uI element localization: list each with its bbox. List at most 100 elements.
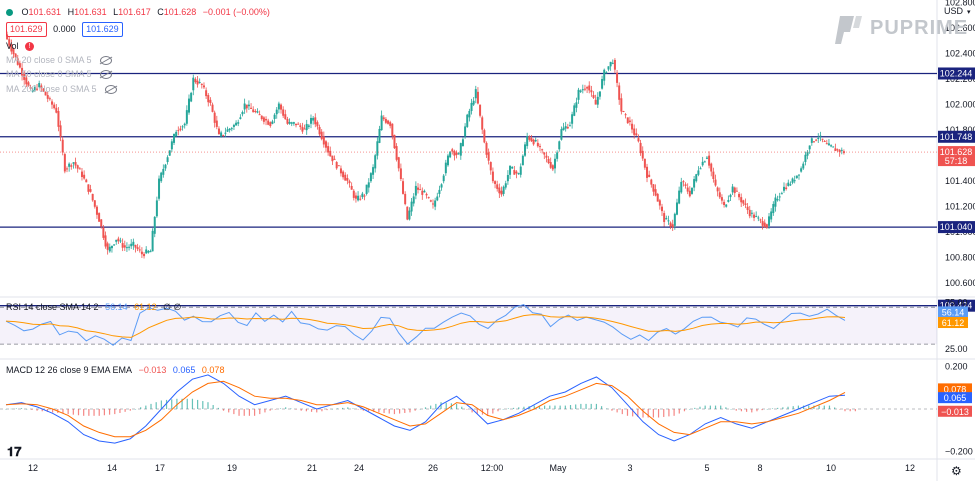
macd-histogram-bar xyxy=(637,409,639,417)
currency-menu[interactable]: USD ▾ xyxy=(944,5,975,19)
candle-body xyxy=(421,190,424,195)
macd-histogram-bar xyxy=(414,409,416,411)
candle-body xyxy=(202,85,205,88)
candle-body xyxy=(404,193,407,205)
candle-body xyxy=(292,122,295,124)
macd-histogram-bar xyxy=(124,409,126,412)
candle-body xyxy=(770,211,773,220)
x-tick-label: 3 xyxy=(627,463,632,473)
status-dot-icon xyxy=(6,9,13,17)
x-tick-label: 10 xyxy=(826,463,836,473)
candle-body xyxy=(125,247,128,249)
x-tick-label: 14 xyxy=(107,463,117,473)
macd-histogram-bar xyxy=(181,398,183,409)
candle-body xyxy=(513,170,516,175)
candle-body xyxy=(765,224,768,228)
macd-histogram-bar xyxy=(512,407,515,409)
macd-histogram-bar xyxy=(15,408,17,409)
candle-body xyxy=(693,179,696,188)
candle-body xyxy=(136,247,139,250)
candle-body xyxy=(731,186,734,193)
macd-histogram-bar xyxy=(176,398,178,409)
candle-body xyxy=(509,165,512,175)
brand-name: PUPRIME xyxy=(870,17,969,39)
candle-body xyxy=(299,125,302,127)
macd-histogram-bar xyxy=(818,405,820,409)
ask-button[interactable]: 101.629 xyxy=(82,22,123,37)
macd-histogram-bar xyxy=(518,407,520,409)
ohlc-close: 101.628 xyxy=(163,7,197,17)
y-tick-label: 100.600 xyxy=(945,278,975,288)
macd-histogram-bar xyxy=(792,406,794,409)
candle-body xyxy=(776,199,779,201)
y-tick-label: 101.800 xyxy=(945,125,975,135)
candle-body xyxy=(431,203,434,205)
candle-body xyxy=(444,162,447,174)
candle-body xyxy=(618,85,621,100)
candle-body xyxy=(639,142,642,154)
hidden-eye-icon[interactable] xyxy=(104,85,117,95)
rsi-extra: ∅ ∅ xyxy=(163,302,182,312)
candle-body xyxy=(158,178,161,199)
macd-histogram-bar xyxy=(740,409,743,412)
x-tick-label: 21 xyxy=(307,463,317,473)
candle-body xyxy=(363,195,366,197)
candle-body xyxy=(277,103,280,110)
hidden-eye-icon[interactable] xyxy=(99,56,112,66)
macd-histogram-bar xyxy=(93,409,95,416)
macd-histogram-bar xyxy=(233,409,235,415)
macd-histogram-bar xyxy=(103,409,106,416)
candle-body xyxy=(453,150,456,156)
x-tick-label: 24 xyxy=(354,463,364,473)
candle-body xyxy=(566,126,569,129)
candle-body xyxy=(273,114,276,119)
x-tick-label: 5 xyxy=(704,463,709,473)
rsi-sma-value: 61.12 xyxy=(134,302,157,312)
price-level-tag xyxy=(938,221,975,234)
macd-histogram-bar xyxy=(756,409,758,412)
gear-icon[interactable]: ⚙ xyxy=(951,464,962,478)
candle-body xyxy=(402,181,405,194)
macd-signal-line xyxy=(5,380,846,438)
candle-body xyxy=(115,239,118,242)
candle-body xyxy=(646,166,649,178)
candle-body xyxy=(168,150,171,156)
candle-body xyxy=(113,244,116,246)
bid-button[interactable]: 101.629 xyxy=(6,22,47,37)
macd-histogram-bar xyxy=(606,408,608,409)
hidden-eye-icon[interactable] xyxy=(99,70,112,80)
candle-body xyxy=(812,141,815,143)
candle-body xyxy=(832,146,835,148)
macd-legend: MACD 12 26 close 9 EMA EMA −0.013 0.065 … xyxy=(6,364,228,376)
candle-body xyxy=(494,181,497,184)
candle-body xyxy=(333,158,336,160)
candle-body xyxy=(534,139,537,142)
candle-body xyxy=(147,250,150,253)
candle-body xyxy=(641,150,644,159)
candle-body xyxy=(252,109,255,113)
macd-histogram-bar xyxy=(497,409,499,412)
candle-body xyxy=(365,184,368,194)
macd-histogram-bar xyxy=(119,409,121,413)
macd-histogram-bar xyxy=(569,405,572,409)
macd-histogram-bar xyxy=(771,408,774,409)
candle-body xyxy=(387,120,390,124)
tradingview-logo-icon[interactable]: 𝟏𝟕 xyxy=(7,444,22,459)
macd-histogram-bar xyxy=(10,408,12,410)
x-tick-label: 26 xyxy=(428,463,438,473)
candle-body xyxy=(297,123,300,125)
vol-legend: Vol ! xyxy=(6,40,38,52)
candle-body xyxy=(815,139,818,141)
candle-body xyxy=(76,165,79,169)
candle-body xyxy=(374,155,377,169)
candle-body xyxy=(128,246,131,248)
candle-body xyxy=(631,123,634,130)
macd-histogram-bar xyxy=(544,405,546,409)
macd-histogram-bar xyxy=(668,409,670,417)
candle-body xyxy=(519,166,522,175)
macd-histogram-bar xyxy=(611,409,613,411)
candle-body xyxy=(643,158,646,168)
candle-body xyxy=(258,114,261,116)
candle-body xyxy=(819,135,822,137)
